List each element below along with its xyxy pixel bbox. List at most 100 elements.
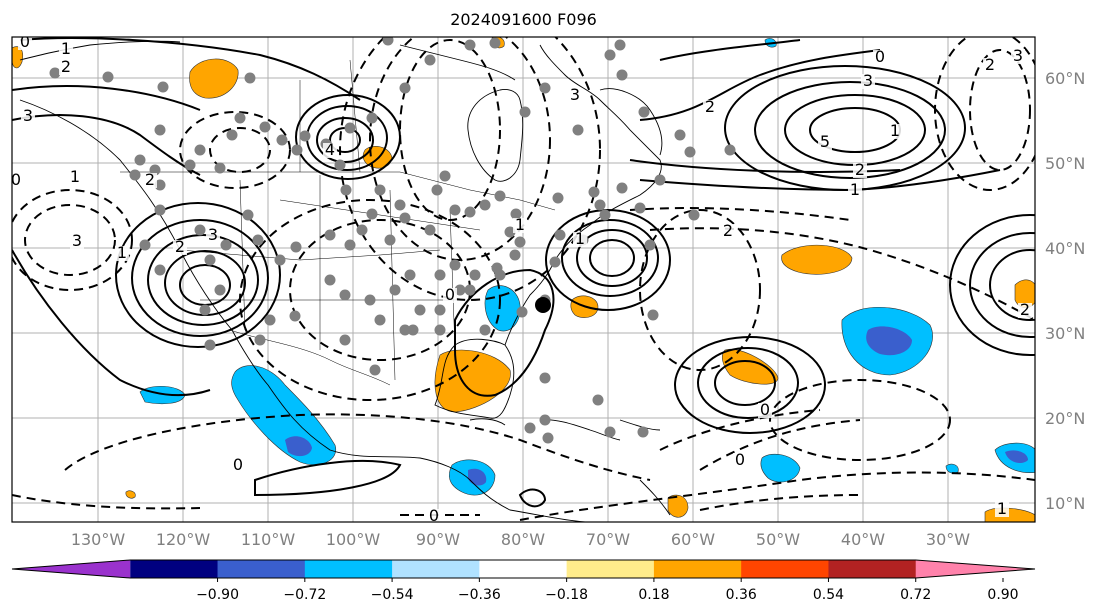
station-dot [688, 209, 700, 221]
station-dot [469, 269, 481, 281]
station-dot [324, 229, 336, 241]
station-dot [424, 54, 436, 66]
contour-label: 3 [1013, 46, 1023, 65]
contour-label: 3 [208, 225, 218, 244]
latitude-label: 30°N [1045, 324, 1085, 343]
station-dot [334, 159, 346, 171]
contour-label: 1 [515, 215, 525, 234]
station-dot [394, 199, 406, 211]
station-dot [510, 208, 522, 220]
colorbar-tick-label: −0.90 [196, 587, 239, 603]
station-dot [364, 294, 376, 306]
station-dot [129, 169, 141, 181]
dashed-contours [12, 37, 1035, 521]
station-dot [479, 324, 491, 336]
longitude-label: 40°W [841, 530, 885, 549]
station-dot [344, 239, 356, 251]
station-dot [464, 284, 476, 296]
station-dot [374, 184, 386, 196]
latitude-label: 10°N [1045, 494, 1085, 513]
colorbar-segment [392, 560, 480, 578]
station-dot [366, 112, 378, 124]
latitude-label: 60°N [1045, 69, 1085, 88]
station-dot [489, 37, 501, 49]
station-dot [389, 284, 401, 296]
station-dot [356, 224, 368, 236]
station-dot [339, 289, 351, 301]
map-title: 2024091600 F096 [450, 10, 597, 29]
station-dot [616, 182, 628, 194]
station-dot [514, 236, 526, 248]
station-dot [366, 208, 378, 220]
station-dot [464, 206, 476, 218]
station-dot [604, 49, 616, 61]
station-dot [220, 239, 232, 251]
station-dot [407, 324, 419, 336]
longitude-label: 50°W [756, 530, 800, 549]
station-dot [299, 130, 311, 142]
station-dot [494, 269, 506, 281]
colorbar-tick-label: 0.54 [813, 587, 844, 603]
station-dot [454, 284, 466, 296]
station-dot [479, 199, 491, 211]
station-dot [139, 239, 151, 251]
station-dot [184, 159, 196, 171]
colorbar-segment [828, 560, 917, 578]
station-dot [344, 122, 356, 134]
station-dot [102, 71, 114, 83]
station-dot [572, 124, 584, 136]
contour-label: 0 [20, 32, 30, 51]
contour-label: 4 [325, 140, 335, 159]
longitude-label: 120°W [156, 530, 211, 549]
station-dot [634, 202, 646, 214]
contour-label: 1 [70, 167, 80, 186]
contour-label: 1 [850, 180, 860, 199]
longitude-label: 90°W [416, 530, 460, 549]
contour-label: 2 [175, 237, 185, 256]
station-dot [340, 184, 352, 196]
station-dot [324, 274, 336, 286]
map-frame [11, 36, 1036, 523]
station-dot [384, 234, 396, 246]
station-dot [542, 432, 554, 444]
colorbar-segment [741, 560, 829, 578]
contour-label: 1 [575, 229, 585, 248]
station-dot [399, 82, 411, 94]
colorbar-tick-label: −0.18 [545, 587, 588, 603]
station-dot [369, 364, 381, 376]
longitude-label: 70°W [586, 530, 630, 549]
colorbar-tick-label: −0.72 [283, 587, 326, 603]
contour-label: 3 [863, 71, 873, 90]
station-dot [259, 121, 271, 133]
station-dot [194, 144, 206, 156]
colorbar-segment [566, 560, 655, 578]
station-dot [592, 394, 604, 406]
station-dot [644, 239, 656, 251]
station-dot [684, 146, 696, 158]
political-borders [120, 59, 556, 386]
storm-center-marker [535, 297, 551, 313]
station-dot [637, 426, 649, 438]
station-dot [724, 144, 736, 156]
station-dot [204, 339, 216, 351]
longitude-label: 60°W [671, 530, 715, 549]
contour-label: 0 [11, 170, 21, 189]
colorbar-tick-label: 0.90 [987, 587, 1018, 603]
colorbar-segment [653, 560, 742, 578]
contour-label: 1 [890, 121, 900, 140]
colorbar-tick-label: −0.36 [458, 587, 501, 603]
longitude-label: 110°W [241, 530, 296, 549]
shaded-regions [12, 37, 1035, 522]
station-dot [274, 254, 286, 266]
latitude-label: 40°N [1045, 239, 1085, 258]
longitude-labels: 130°W 120°W 110°W 100°W 90°W 80°W 70°W 60°W 50°W… [71, 530, 970, 549]
station-dot [434, 269, 446, 281]
station-markers [49, 37, 736, 444]
contour-label: 0 [735, 450, 745, 469]
station-dot [289, 310, 301, 322]
station-dot [264, 314, 276, 326]
station-dot [647, 309, 659, 321]
station-dot [604, 426, 616, 438]
